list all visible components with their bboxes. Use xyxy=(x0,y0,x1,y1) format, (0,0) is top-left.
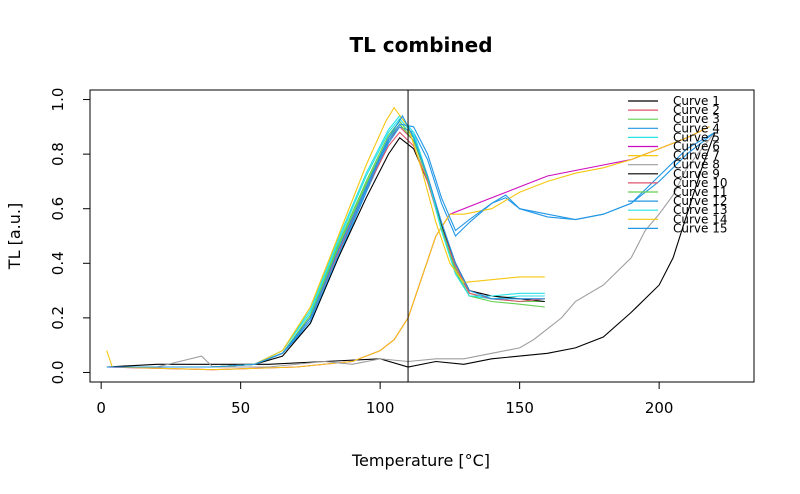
legend-label-4: Curve 4 xyxy=(673,121,720,135)
x-tick-label: 0 xyxy=(96,399,106,417)
series-curve-5 xyxy=(106,117,545,368)
series-curve-10 xyxy=(106,131,545,368)
series-curve-7 xyxy=(106,126,710,371)
y-tick-label: 0.6 xyxy=(49,197,67,221)
y-axis-label: TL [a.u.] xyxy=(5,203,24,270)
x-tick-label: 100 xyxy=(366,399,395,417)
chart-title: TL combined xyxy=(349,33,492,57)
axis-ticks: 0 50 100 150 200 0.0 0.2 0.4 0.6 0.8 1.0 xyxy=(49,88,673,417)
y-tick-label: 0.2 xyxy=(49,306,67,330)
series-curve-1 xyxy=(106,132,716,368)
series-curve-11 xyxy=(106,123,545,368)
y-tick-label: 0.8 xyxy=(49,142,67,166)
series-layer xyxy=(106,106,716,371)
legend-label-5: Curve 5 xyxy=(673,130,720,144)
legend-label-11: Curve 11 xyxy=(673,185,728,199)
legend-label-10: Curve 10 xyxy=(673,176,728,190)
series-curve-3 xyxy=(106,120,545,368)
x-tick-label: 200 xyxy=(645,399,674,417)
legend-label-2: Curve 2 xyxy=(673,103,720,117)
series-curve-8 xyxy=(106,131,716,368)
series-curve-2 xyxy=(106,125,545,368)
legend-label-9: Curve 9 xyxy=(673,167,720,181)
plot-frame xyxy=(89,89,755,383)
legend-label-1: Curve 1 xyxy=(673,94,720,108)
legend-label-8: Curve 8 xyxy=(673,158,720,172)
plot-area xyxy=(89,89,755,383)
y-tick-label: 0.4 xyxy=(49,251,67,275)
series-curve-14 xyxy=(106,106,545,368)
legend-label-12: Curve 12 xyxy=(673,194,728,208)
legend-label-14: Curve 14 xyxy=(673,212,728,226)
y-tick-label: 0.0 xyxy=(49,361,67,385)
legend-label-6: Curve 6 xyxy=(673,140,720,154)
legend-label-3: Curve 3 xyxy=(673,112,720,126)
legend-label-15: Curve 15 xyxy=(673,221,728,235)
x-tick-label: 50 xyxy=(231,399,250,417)
series-curve-15 xyxy=(106,114,545,368)
series-curve-13 xyxy=(106,115,545,368)
x-axis-label: Temperature [°C] xyxy=(351,451,490,470)
legend-label-7: Curve 7 xyxy=(673,149,720,163)
x-tick-label: 150 xyxy=(505,399,534,417)
y-tick-label: 1.0 xyxy=(49,88,67,112)
legend-label-13: Curve 13 xyxy=(673,203,728,217)
series-curve-4 xyxy=(106,126,716,368)
series-curve-9 xyxy=(106,137,545,368)
